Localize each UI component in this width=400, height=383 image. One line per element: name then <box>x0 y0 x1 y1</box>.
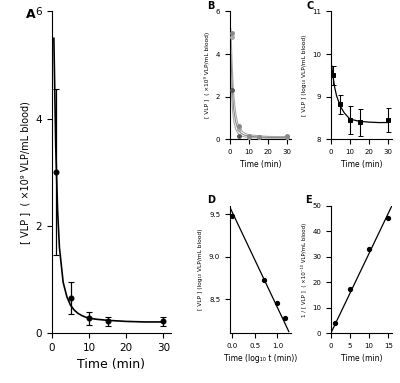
Text: A: A <box>26 8 36 21</box>
Text: E: E <box>305 195 312 205</box>
X-axis label: Time (min): Time (min) <box>341 160 382 169</box>
X-axis label: Time (min): Time (min) <box>341 355 382 363</box>
Y-axis label: [ VLP ] (log₁₀ VLP/mL blood): [ VLP ] (log₁₀ VLP/mL blood) <box>302 34 306 116</box>
Y-axis label: [ VLP ]  ( ×10⁹ VLP/mL blood): [ VLP ] ( ×10⁹ VLP/mL blood) <box>20 101 30 244</box>
Y-axis label: 1 / [ VLP ]  ( ×10⁻¹⁰ VLP/mL blood): 1 / [ VLP ] ( ×10⁻¹⁰ VLP/mL blood) <box>300 222 306 316</box>
Text: B: B <box>207 1 214 11</box>
Text: D: D <box>207 195 215 205</box>
Y-axis label: [ VLP ]  ( ×10⁹ VLP/mL blood): [ VLP ] ( ×10⁹ VLP/mL blood) <box>204 32 210 118</box>
X-axis label: Time (min): Time (min) <box>78 358 146 372</box>
Y-axis label: [ VLP ] (log₁₀ VLP/mL blood): [ VLP ] (log₁₀ VLP/mL blood) <box>198 229 203 310</box>
X-axis label: Time (min): Time (min) <box>240 160 281 169</box>
X-axis label: Time (log₁₀ t (min)): Time (log₁₀ t (min)) <box>224 355 297 363</box>
Text: C: C <box>306 1 314 11</box>
